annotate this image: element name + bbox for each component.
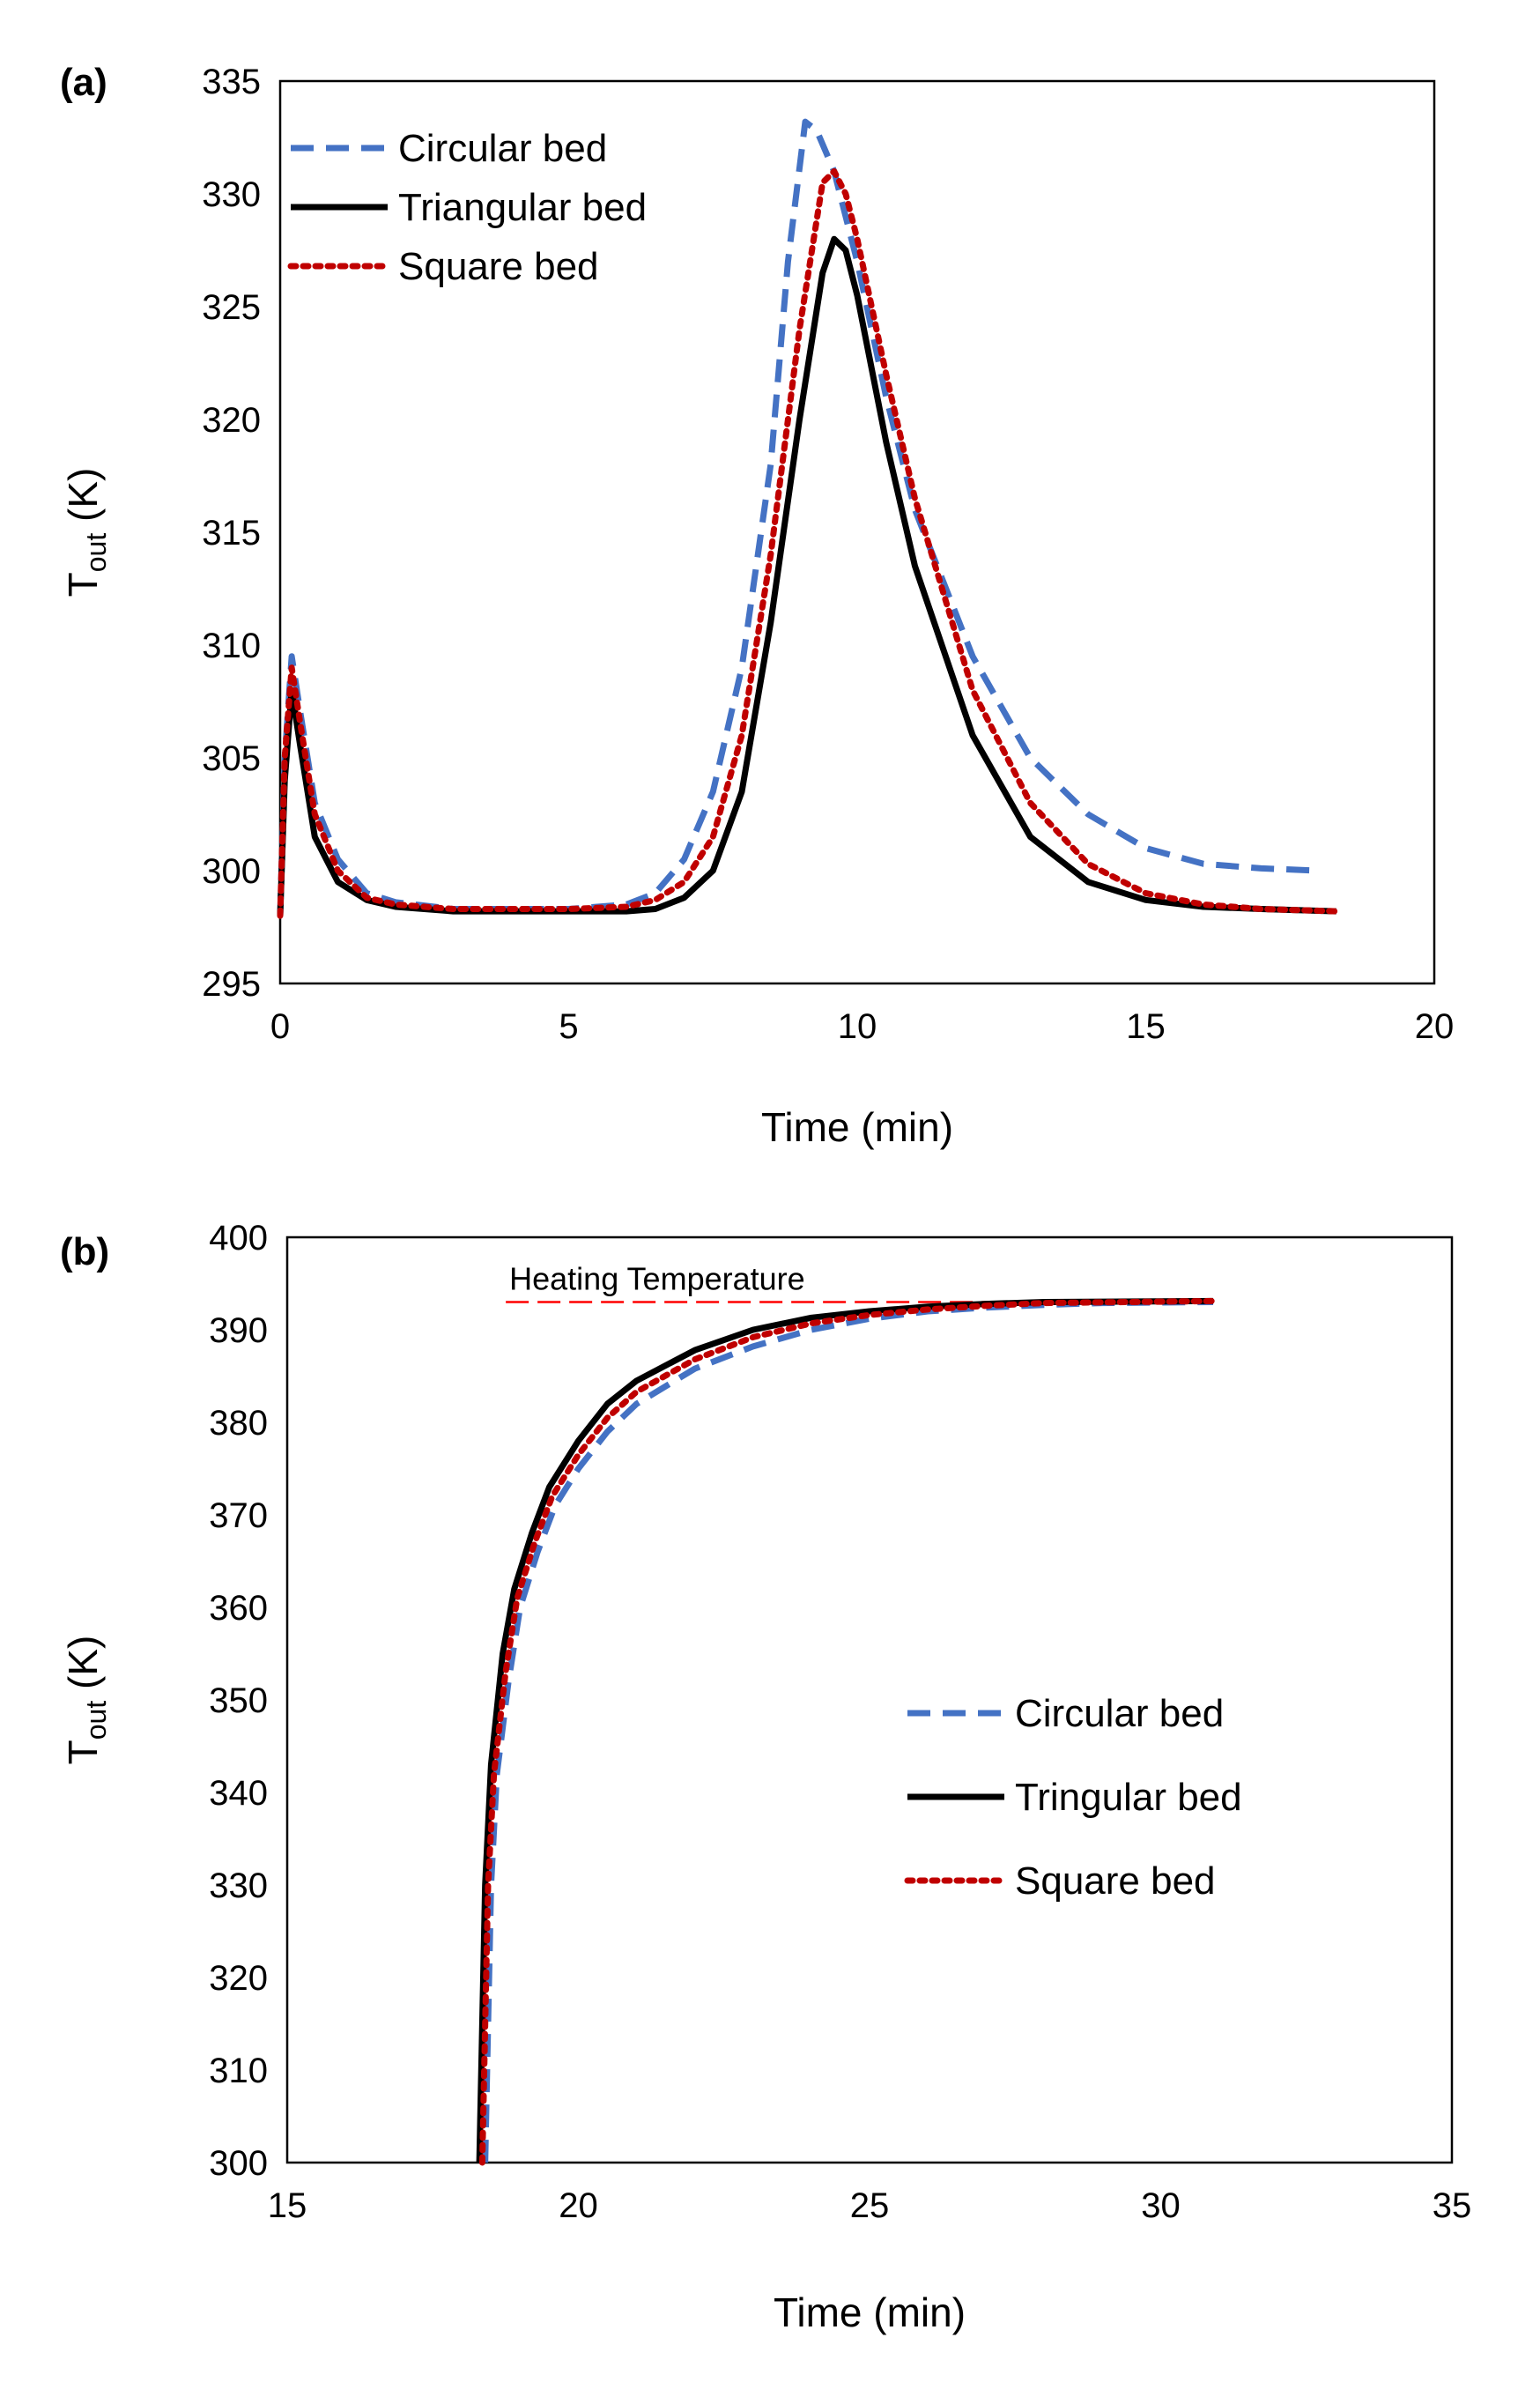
x-tick-label: 0 [270, 1007, 290, 1046]
y-tick-label: 330 [202, 175, 261, 214]
x-tick-label: 5 [559, 1007, 578, 1046]
y-tick-label: 400 [209, 1219, 268, 1258]
legend-label: Square bed [1015, 1859, 1216, 1903]
series-line-circular-bed [277, 118, 1320, 916]
y-tick-label: 340 [209, 1774, 268, 1813]
panel-label: (a) [60, 61, 107, 104]
y-tick-label: 310 [209, 2052, 268, 2090]
y-axis-label: Tout (K) [60, 1636, 112, 1765]
panel-label: (b) [60, 1230, 109, 1273]
x-tick-label: 25 [850, 2186, 890, 2225]
series-line-square-bed [478, 1297, 1217, 2166]
legend-label: Triangular bed [398, 186, 647, 229]
series-line-triangular-bed [277, 235, 1336, 916]
x-tick-label: 15 [1126, 1007, 1166, 1046]
y-tick-label: 295 [202, 965, 261, 1004]
y-tick-label: 310 [202, 627, 261, 665]
y-tick-label: 315 [202, 514, 261, 553]
y-tick-label: 360 [209, 1589, 268, 1628]
x-axis-label: Time (min) [761, 1104, 953, 1150]
chart-panel-b: 300 310 320 330 340 350 360 370 380 390 400 15 20 25 3… [60, 1219, 1471, 2335]
y-tick-label: 320 [209, 1959, 268, 1998]
y-tick-label: 300 [209, 2144, 268, 2183]
x-tick-label: 15 [268, 2186, 307, 2225]
y-tick-label: 325 [202, 288, 261, 327]
y-tick-label: 350 [209, 1681, 268, 1720]
plot-frame [278, 79, 1436, 985]
chart-panel-a: 295 300 305 310 315 320 325 330 335 0 5 10 15 20 Time … [60, 61, 1454, 1150]
y-tick-label: 390 [209, 1311, 268, 1350]
x-tick-label: 30 [1141, 2186, 1181, 2225]
series-line-circular-bed [482, 1299, 1214, 2163]
legend: Circular bed Tringular bed Square bed [904, 1692, 1242, 1903]
y-axis-label: Tout (K) [60, 468, 112, 597]
plot-frame [285, 1236, 1454, 2164]
x-axis-label: Time (min) [774, 2289, 966, 2335]
x-tick-label: 35 [1433, 2186, 1472, 2225]
legend-label: Circular bed [398, 127, 607, 170]
y-tick-label: 320 [202, 401, 261, 440]
legend-label: Tringular bed [1015, 1776, 1242, 1819]
y-tick-label: 380 [209, 1404, 268, 1443]
legend-label: Square bed [398, 245, 599, 288]
y-tick-label: 335 [202, 63, 261, 101]
y-tick-label: 370 [209, 1496, 268, 1535]
legend-label: Circular bed [1015, 1692, 1224, 1735]
y-tick-label: 330 [209, 1866, 268, 1905]
x-tick-label: 20 [559, 2186, 598, 2225]
heating-temperature-label: Heating Temperature [509, 1261, 805, 1297]
series-line-square-bed [277, 167, 1340, 919]
y-tick-label: 305 [202, 739, 261, 778]
x-tick-label: 10 [838, 1007, 877, 1046]
y-tick-label: 300 [202, 852, 261, 891]
legend: Circular bed Triangular bed Square bed [287, 127, 647, 288]
x-tick-label: 20 [1415, 1007, 1455, 1046]
